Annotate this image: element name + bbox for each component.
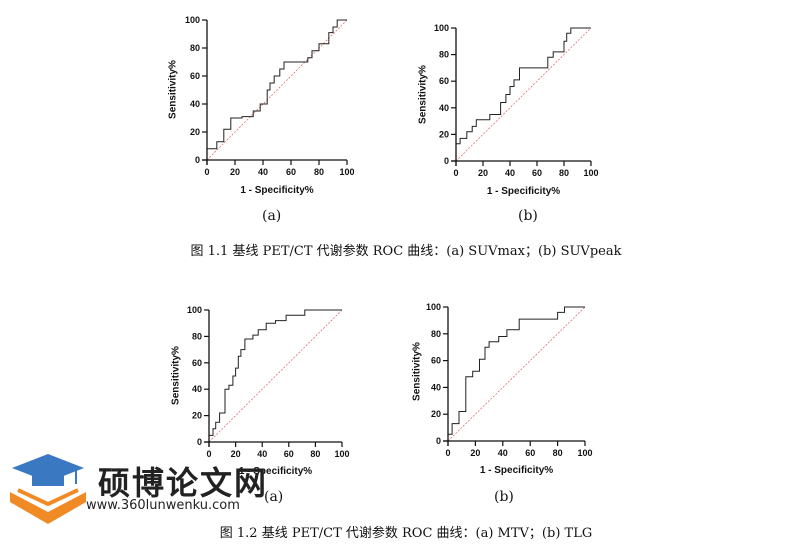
y-tick-label: 20 — [190, 127, 200, 137]
y-tick-label: 40 — [192, 384, 202, 394]
x-tick-label: 0 — [453, 168, 458, 178]
reference-line — [447, 306, 586, 442]
x-axis-label: 1 - Specificity% — [479, 465, 554, 476]
x-tick-label: 100 — [577, 448, 592, 458]
x-tick-label: 80 — [310, 449, 320, 459]
y-tick-label: 0 — [436, 436, 441, 446]
y-tick-label: 80 — [439, 50, 449, 60]
subfigure-label-a: (a) — [262, 208, 282, 224]
x-tick-label: 0 — [206, 449, 211, 459]
y-tick-label: 100 — [185, 15, 200, 25]
subfigure-label-a: (a) — [264, 489, 284, 505]
y-tick-label: 40 — [431, 382, 441, 392]
y-tick-label: 80 — [431, 329, 441, 339]
x-tick-label: 60 — [532, 168, 542, 178]
subfigure-label-b: (b) — [494, 489, 514, 505]
y-tick-label: 100 — [426, 302, 441, 312]
x-tick-label: 20 — [470, 448, 480, 458]
roc-curve — [447, 306, 585, 441]
x-tick-label: 80 — [559, 168, 569, 178]
watermark-url: www.360lunwenku.com — [86, 498, 240, 513]
y-tick-label: 100 — [434, 23, 449, 33]
roc-curve — [208, 309, 342, 442]
x-tick-label: 60 — [286, 167, 296, 177]
y-tick-label: 100 — [187, 305, 202, 315]
y-axis-label: Sensitivity% — [411, 342, 423, 401]
x-tick-label: 20 — [231, 449, 241, 459]
x-tick-label: 60 — [284, 449, 294, 459]
x-tick-label: 20 — [478, 168, 488, 178]
watermark-title: 硕博论文网 — [98, 464, 269, 502]
x-tick-label: 40 — [258, 167, 268, 177]
roc-curve — [206, 19, 347, 160]
y-tick-label: 0 — [195, 155, 200, 165]
y-tick-label: 60 — [190, 71, 200, 81]
y-tick-label: 20 — [192, 411, 202, 421]
x-tick-label: 60 — [525, 448, 535, 458]
y-tick-label: 40 — [190, 99, 200, 109]
x-tick-label: 40 — [498, 448, 508, 458]
x-tick-label: 80 — [314, 167, 324, 177]
figure-caption-1: 图 1.1 基线 PET/CT 代谢参数 ROC 曲线：(a) SUVmax；(… — [190, 244, 622, 259]
watermark: 硕博论文网 www.360lunwenku.com — [8, 450, 278, 530]
roc-curve — [455, 27, 591, 161]
x-tick-label: 100 — [583, 168, 598, 178]
y-tick-label: 0 — [197, 437, 202, 447]
x-tick-label: 40 — [505, 168, 515, 178]
x-tick-label: 40 — [257, 449, 267, 459]
x-axis-label: 1 - Specificity% — [486, 186, 561, 197]
y-tick-label: 60 — [439, 76, 449, 86]
x-axis-label: 1 - Specificity% — [240, 185, 314, 196]
x-tick-label: 80 — [553, 448, 563, 458]
y-tick-label: 20 — [431, 409, 441, 419]
y-tick-label: 80 — [192, 331, 202, 341]
y-tick-label: 60 — [192, 358, 202, 368]
y-tick-label: 40 — [439, 103, 449, 113]
subfigure-label-b: (b) — [518, 208, 538, 224]
x-tick-label: 0 — [445, 448, 450, 458]
y-tick-label: 20 — [439, 129, 449, 139]
graduation-cap-logo-icon — [10, 454, 86, 524]
x-axis-label: 1 - Specificity% — [238, 466, 313, 477]
y-tick-label: 60 — [431, 356, 441, 366]
y-tick-label: 0 — [444, 156, 449, 166]
x-tick-label: 100 — [339, 167, 354, 177]
figure-caption-2: 图 1.2 基线 PET/CT 代谢参数 ROC 曲线：(a) MTV；(b) … — [219, 526, 593, 541]
y-tick-label: 80 — [190, 43, 200, 53]
reference-line — [455, 27, 592, 162]
x-tick-label: 100 — [334, 449, 349, 459]
x-tick-label: 20 — [230, 167, 240, 177]
x-tick-label: 0 — [204, 167, 209, 177]
